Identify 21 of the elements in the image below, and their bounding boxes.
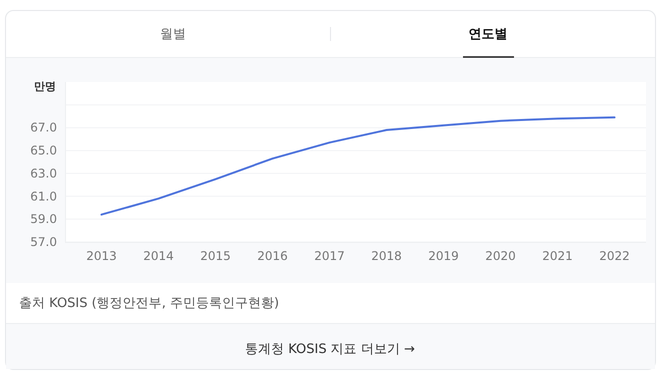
y-tick-label: 65.0 xyxy=(30,144,57,158)
source-note: 출처 KOSIS (행정안전부, 주민등록인구현황) xyxy=(19,296,280,311)
y-tick-label: 57.0 xyxy=(30,235,57,249)
x-tick-label: 2020 xyxy=(485,249,516,263)
x-tick-label: 2015 xyxy=(200,249,231,263)
text: 연도별 xyxy=(468,27,508,42)
y-tick-label: 61.0 xyxy=(30,189,57,204)
y-tick-label: 63.0 xyxy=(30,166,57,180)
x-tick-label: 2022 xyxy=(599,249,630,263)
x-tick-label: 2018 xyxy=(371,249,402,263)
y-axis-title: 만명 xyxy=(34,80,56,93)
x-tick-label: 2016 xyxy=(257,249,288,263)
y-tick-label: 67.0 xyxy=(30,120,57,135)
x-tick-label: 2017 xyxy=(314,249,345,263)
x-tick-label: 2013 xyxy=(86,249,117,263)
text: 통계청 KOSIS 지표 더보기 → xyxy=(245,342,416,357)
y-tick-label: 59.0 xyxy=(30,212,57,226)
x-tick-label: 2019 xyxy=(428,249,459,263)
text: 월별 xyxy=(160,27,186,42)
x-tick-label: 2021 xyxy=(542,249,573,263)
x-tick-label: 2014 xyxy=(143,249,174,263)
